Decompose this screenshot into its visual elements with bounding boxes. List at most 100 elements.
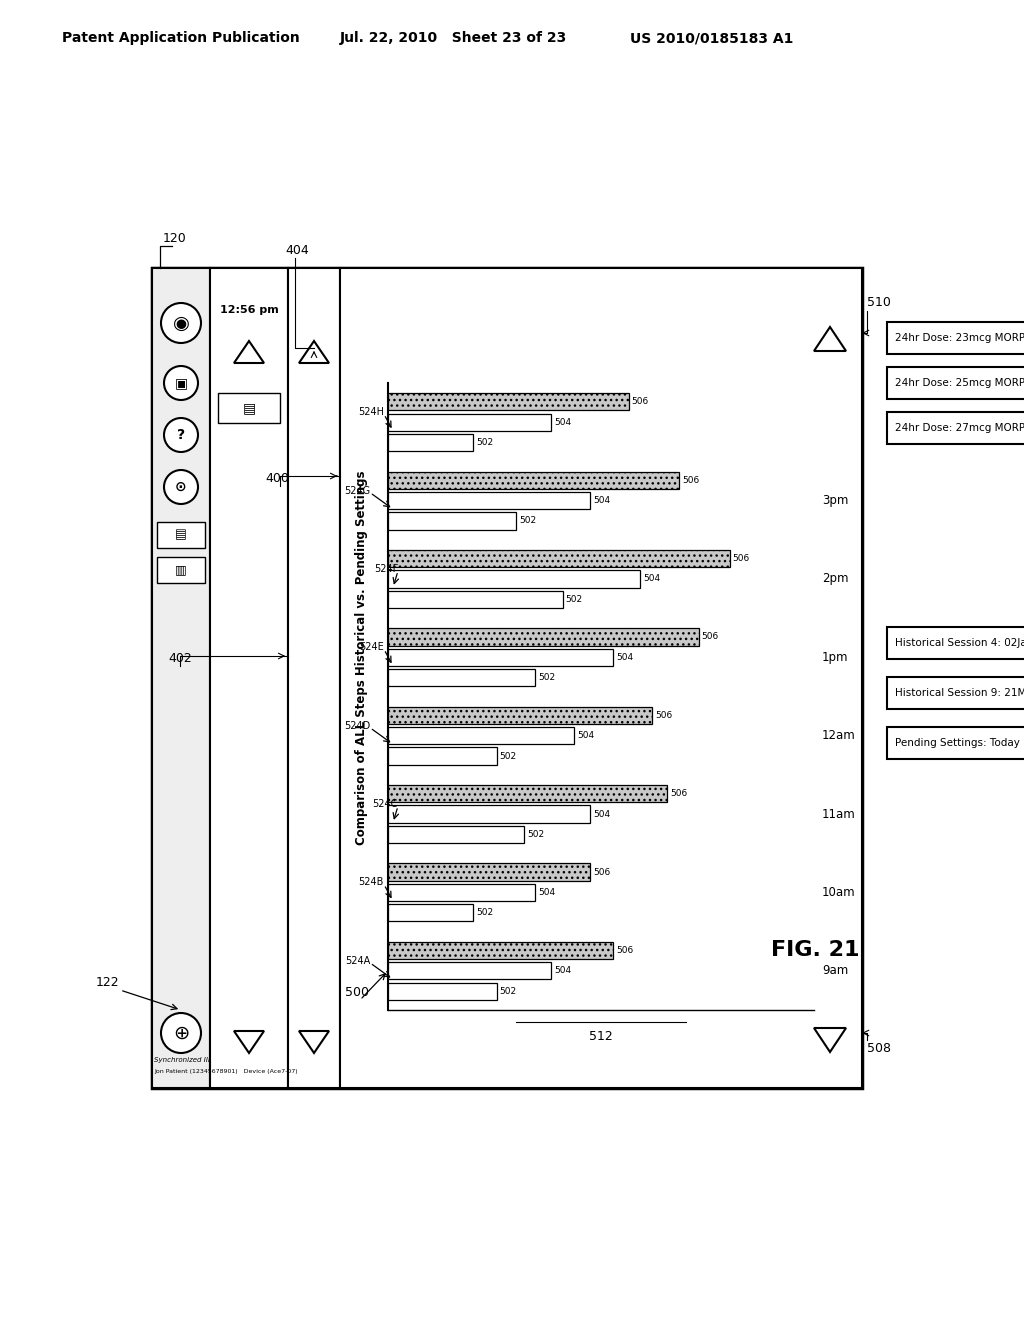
Text: 24hr Dose: 25mcg MORP 10mcg/mL: 24hr Dose: 25mcg MORP 10mcg/mL: [895, 378, 1024, 388]
Bar: [157, 521, 205, 548]
Circle shape: [161, 1012, 201, 1053]
Circle shape: [161, 304, 201, 343]
Bar: [388, 648, 613, 665]
Bar: [388, 512, 516, 529]
Text: ▤: ▤: [175, 528, 186, 541]
Text: ◉: ◉: [172, 314, 189, 333]
Bar: [887, 727, 1024, 759]
Text: 10am: 10am: [822, 886, 856, 899]
Bar: [388, 590, 562, 609]
Text: Jul. 22, 2010   Sheet 23 of 23: Jul. 22, 2010 Sheet 23 of 23: [340, 30, 567, 45]
Bar: [887, 367, 1024, 399]
Text: ?: ?: [177, 428, 185, 442]
Text: 11am: 11am: [822, 808, 856, 821]
Bar: [388, 982, 497, 999]
Text: 510: 510: [867, 297, 891, 309]
Bar: [388, 863, 590, 880]
Polygon shape: [299, 1031, 329, 1053]
Bar: [887, 627, 1024, 659]
Polygon shape: [814, 327, 846, 351]
Circle shape: [164, 470, 198, 504]
Text: ▥: ▥: [175, 564, 186, 577]
Circle shape: [164, 418, 198, 451]
Text: 502: 502: [519, 516, 537, 525]
Bar: [388, 884, 536, 902]
Bar: [887, 677, 1024, 709]
Bar: [887, 412, 1024, 444]
Bar: [388, 785, 668, 803]
Bar: [388, 904, 473, 921]
Text: US 2010/0185183 A1: US 2010/0185183 A1: [630, 30, 794, 45]
Text: ▣: ▣: [174, 376, 187, 389]
Text: 524F: 524F: [374, 564, 398, 574]
Text: 24hr Dose: 23mcg MORP 10mcg/mL: 24hr Dose: 23mcg MORP 10mcg/mL: [895, 333, 1024, 343]
Bar: [152, 268, 210, 1088]
Text: 524H: 524H: [358, 407, 384, 417]
Text: 524C: 524C: [373, 799, 398, 809]
Bar: [388, 492, 590, 510]
Circle shape: [164, 366, 198, 400]
Polygon shape: [234, 1031, 264, 1053]
Text: ▤: ▤: [243, 401, 256, 414]
Bar: [340, 268, 862, 1088]
Text: 524G: 524G: [344, 486, 370, 495]
Text: ⊕: ⊕: [173, 1023, 189, 1043]
Text: 504: 504: [578, 731, 594, 741]
Text: 1pm: 1pm: [822, 651, 849, 664]
Text: 120: 120: [163, 231, 186, 244]
Text: 506: 506: [732, 554, 750, 564]
Text: 502: 502: [539, 673, 556, 682]
Text: 504: 504: [554, 417, 571, 426]
Text: 508: 508: [867, 1041, 891, 1055]
Text: Comparison of ALL Steps Historical vs. Pending Settings: Comparison of ALL Steps Historical vs. P…: [355, 471, 369, 845]
Text: 504: 504: [539, 888, 556, 896]
Text: 24hr Dose: 27mcg MORP 15mcg/mL: 24hr Dose: 27mcg MORP 15mcg/mL: [895, 422, 1024, 433]
Text: 502: 502: [526, 830, 544, 840]
Text: Patent Application Publication: Patent Application Publication: [62, 30, 300, 45]
Polygon shape: [234, 341, 264, 363]
Bar: [388, 434, 473, 451]
Text: 504: 504: [554, 966, 571, 975]
Text: 506: 506: [616, 946, 634, 954]
Text: 506: 506: [682, 475, 699, 484]
Text: Historical Session 9: 21Mar07 - 10Jun07: Historical Session 9: 21Mar07 - 10Jun07: [895, 688, 1024, 698]
Text: 524D: 524D: [344, 721, 370, 731]
Text: 3pm: 3pm: [822, 494, 848, 507]
Polygon shape: [814, 1028, 846, 1052]
Bar: [157, 557, 205, 583]
Text: 504: 504: [593, 809, 610, 818]
Bar: [388, 706, 652, 723]
Text: 524B: 524B: [358, 878, 384, 887]
Bar: [388, 962, 551, 979]
Bar: [210, 268, 288, 1088]
Bar: [388, 747, 497, 764]
Text: 506: 506: [701, 632, 719, 642]
Text: 12:56 pm: 12:56 pm: [219, 305, 279, 315]
Text: 506: 506: [593, 867, 610, 876]
Text: 506: 506: [632, 397, 649, 407]
Text: 506: 506: [655, 710, 672, 719]
Text: 402: 402: [168, 652, 191, 664]
Bar: [388, 550, 729, 568]
Bar: [288, 268, 340, 1088]
Text: 502: 502: [500, 751, 517, 760]
Bar: [388, 669, 536, 686]
Text: 400: 400: [265, 471, 289, 484]
Text: 500: 500: [345, 986, 369, 999]
Text: FIG. 21: FIG. 21: [771, 940, 859, 960]
Bar: [887, 322, 1024, 354]
Text: 504: 504: [643, 574, 660, 583]
Bar: [218, 393, 280, 422]
Text: 502: 502: [565, 595, 583, 603]
Text: 12am: 12am: [822, 729, 856, 742]
Text: Jon Patient (12345678901)   Device (Ace7-07): Jon Patient (12345678901) Device (Ace7-0…: [154, 1069, 298, 1074]
Text: 524A: 524A: [345, 956, 370, 966]
Text: 512: 512: [589, 1030, 613, 1043]
Text: 122: 122: [96, 977, 120, 990]
Bar: [388, 393, 629, 411]
Bar: [388, 570, 640, 587]
Text: 502: 502: [476, 438, 494, 447]
Bar: [388, 628, 698, 645]
Text: 502: 502: [500, 986, 517, 995]
Text: Pending Settings: Today: Pending Settings: Today: [895, 738, 1020, 748]
